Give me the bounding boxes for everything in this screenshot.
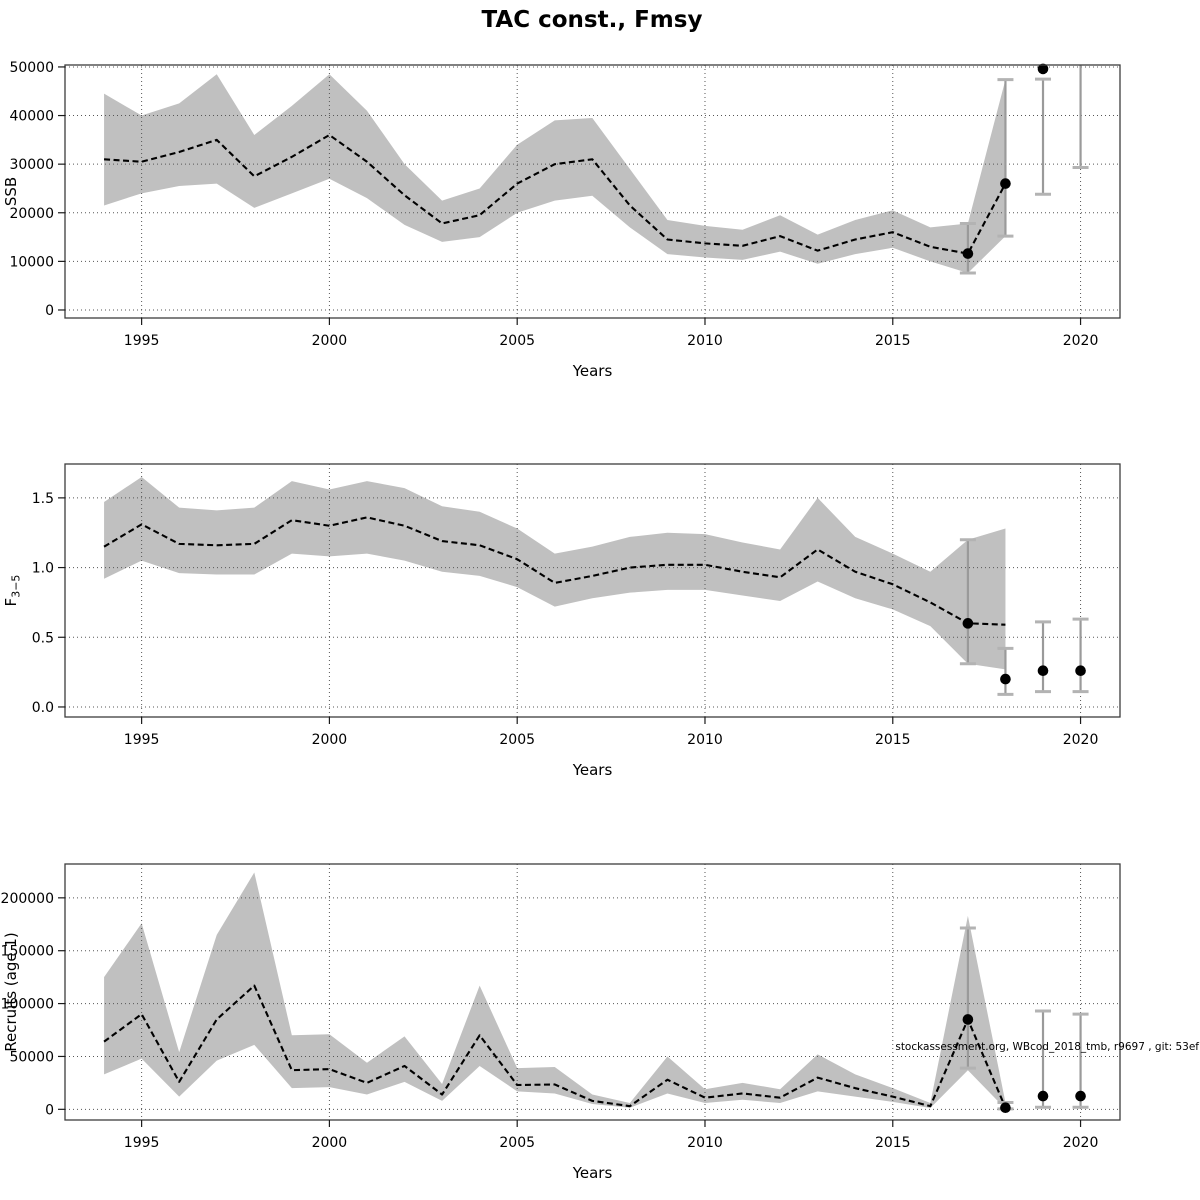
x-tick-label: 1995 xyxy=(124,732,160,748)
confidence-band xyxy=(104,872,1006,1109)
forecast-dot-2020 xyxy=(1075,665,1086,677)
watermark-text: stockassessment.org, WBcod_2018_tmb, r96… xyxy=(895,1041,1199,1053)
y-axis-label: Recruits (age 1) xyxy=(2,932,20,1052)
x-tick-label: 2000 xyxy=(312,1135,348,1151)
ssb-panel: 1995 2000 2005 2010 2015 2020 0 10000 20000 30000… xyxy=(2,60,1121,380)
y-tick-label: 20000 xyxy=(9,206,54,222)
forecast-dot-2017 xyxy=(962,248,974,259)
plot-frame xyxy=(64,64,1121,319)
panels-group: 1995 2000 2005 2010 2015 20200100002000030000… xyxy=(1,60,1121,1182)
x-tick-label: 2005 xyxy=(499,732,535,748)
recruits-panel: 1995 2000 2005 2010 2015 2020 0 50000 100000 1500… xyxy=(1,863,1121,1182)
figure-title: TAC const., Fmsy xyxy=(482,7,703,33)
y-axis-label: SSB xyxy=(2,177,20,206)
forecast-dot-2018 xyxy=(1000,178,1011,189)
y-axis-label: F3−5 xyxy=(2,575,23,607)
x-tick-label: 2010 xyxy=(687,1135,723,1151)
x-tick-label: 2020 xyxy=(1063,333,1099,349)
median-line xyxy=(103,516,1006,626)
y-tick-label: 1.5 xyxy=(32,491,54,507)
y-tick-label: 0.0 xyxy=(32,700,54,716)
forecast-dot-2020 xyxy=(1075,1090,1086,1102)
x-tick-label: 2000 xyxy=(312,732,348,748)
forecast-dot-2018 xyxy=(1000,1102,1011,1114)
y-tick-label: 10000 xyxy=(9,254,54,270)
y-tick-label: 150000 xyxy=(1,944,54,960)
y-tick-label: 200000 xyxy=(1,891,54,907)
y-tick-label: 40000 xyxy=(9,109,54,125)
plot-frame xyxy=(64,863,1121,1121)
x-axis-label: Years xyxy=(572,1164,613,1182)
x-tick-label: 2020 xyxy=(1063,1135,1099,1151)
y-tick-label: 1.0 xyxy=(32,561,54,577)
median-line xyxy=(103,133,1007,255)
plot-frame xyxy=(64,463,1121,718)
forecast-dot-2019 xyxy=(1037,63,1049,75)
x-tick-label: 2015 xyxy=(875,732,911,748)
x-tick-label: 2005 xyxy=(499,1135,535,1151)
y-tick-label: 0 xyxy=(45,303,54,319)
x-axis-label: Years xyxy=(572,761,613,779)
x-tick-label: 2010 xyxy=(687,333,723,349)
forecast-dot-2017 xyxy=(962,618,974,629)
y-tick-label: 0.5 xyxy=(32,630,54,646)
y-tick-label: 0 xyxy=(45,1102,54,1118)
confidence-band xyxy=(104,476,1006,670)
x-axis-label: Years xyxy=(572,362,613,380)
x-tick-label: 2000 xyxy=(312,333,348,349)
y-tick-label: 50000 xyxy=(9,60,54,76)
y-tick-label: 30000 xyxy=(9,157,54,173)
forecast-dot-2019 xyxy=(1037,665,1049,677)
y-tick-label: 50000 xyxy=(9,1049,54,1065)
y-tick-label: 100000 xyxy=(1,997,54,1013)
forecast-dot-2018 xyxy=(1000,673,1011,685)
median-line xyxy=(103,984,1007,1109)
x-tick-label: 1995 xyxy=(124,1135,160,1151)
x-tick-label: 2020 xyxy=(1063,732,1099,748)
y-axis-label-subscript: 3−5 xyxy=(10,575,23,598)
forecast-dot-2019 xyxy=(1037,1090,1049,1102)
f35-panel: 1995 2000 2005 2010 2015 2020 0.0 0.5 1.0 1.5 Year… xyxy=(2,463,1121,779)
forecast-dot-2017 xyxy=(962,1014,974,1025)
x-tick-label: 1995 xyxy=(124,333,160,349)
x-tick-label: 2015 xyxy=(875,1135,911,1151)
x-tick-label: 2015 xyxy=(875,333,911,349)
x-tick-label: 2010 xyxy=(687,732,723,748)
x-tick-label: 2005 xyxy=(499,333,535,349)
confidence-band xyxy=(104,74,1006,274)
